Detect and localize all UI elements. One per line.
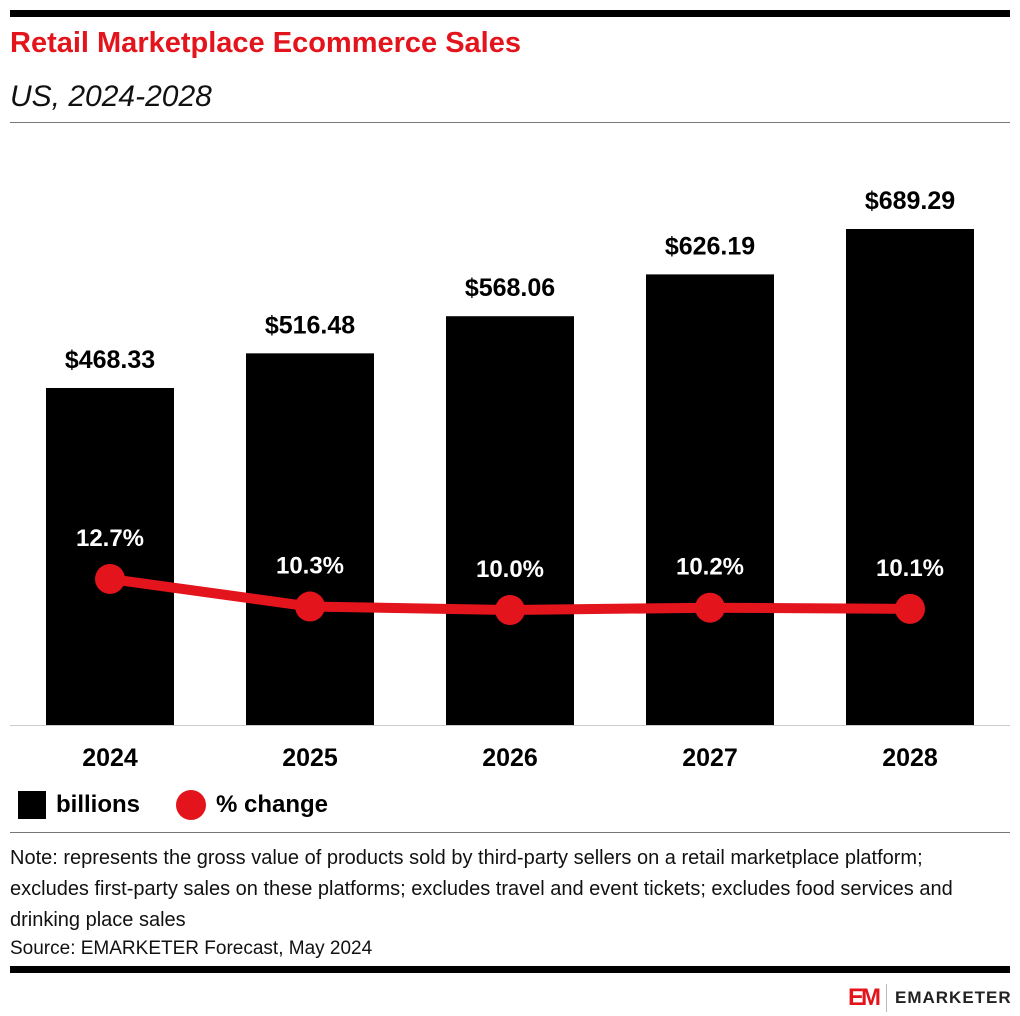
top-divider	[10, 10, 1010, 17]
legend: billions % change	[18, 790, 328, 820]
bar-value-label: $468.33	[65, 346, 155, 374]
header-rule	[10, 122, 1010, 123]
bar-value-label: $516.48	[265, 311, 355, 339]
line-value-label: 10.3%	[276, 553, 344, 580]
logo-mark: EM	[848, 984, 887, 1012]
legend-line-swatch	[176, 790, 206, 820]
logo-text: EMARKETER	[895, 988, 1012, 1007]
legend-bar-label: billions	[56, 791, 140, 818]
line-point	[695, 592, 725, 623]
chart-subtitle: US, 2024-2028	[10, 80, 212, 113]
bar-value-label: $568.06	[465, 274, 555, 302]
line-point	[495, 595, 525, 625]
bar-2024	[46, 387, 174, 725]
legend-line-label: % change	[216, 791, 329, 818]
x-tick-label: 2026	[482, 744, 538, 772]
footer-rule	[10, 832, 1010, 833]
emarketer-logo: EM EMARKETER	[848, 984, 1012, 1012]
line-point	[895, 593, 925, 624]
note: Note: represents the gross value of prod…	[10, 847, 953, 931]
legend-bar-swatch	[18, 791, 46, 819]
bottom-divider	[10, 966, 1010, 973]
chart-title: Retail Marketplace Ecommerce Sales	[10, 27, 521, 59]
x-tick-label: 2025	[282, 744, 338, 772]
bar-2026	[446, 316, 574, 725]
x-tick-label: 2028	[882, 744, 938, 772]
line-value-label: 10.0%	[476, 556, 544, 583]
line-value-label: 10.2%	[676, 554, 744, 581]
x-tick-label: 2027	[682, 744, 738, 772]
line-point	[95, 563, 125, 594]
source: Source: EMARKETER Forecast, May 2024	[10, 938, 373, 959]
bar-2028	[846, 228, 974, 725]
bar-value-label: $626.19	[665, 232, 755, 260]
x-tick-label: 2024	[82, 744, 138, 772]
bar-value-label: $689.29	[865, 187, 955, 215]
chart-plot: $468.33 2024 $516.48 2025 $568.06 2026 $626.19…	[10, 187, 1010, 772]
bar-2025	[246, 353, 374, 725]
line-value-label: 10.1%	[876, 555, 944, 582]
bar-2027	[646, 274, 774, 725]
line-value-label: 12.7%	[76, 525, 144, 552]
line-point	[295, 591, 325, 622]
